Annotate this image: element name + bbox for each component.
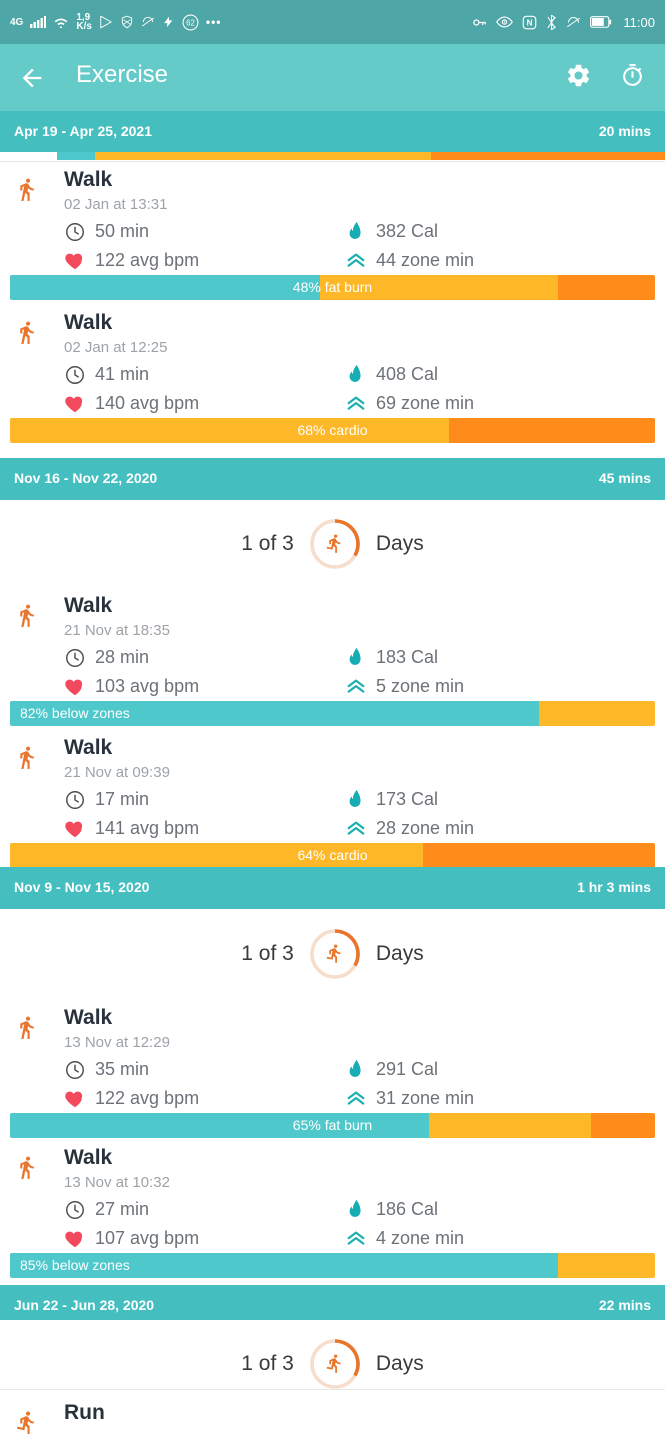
svg-text:62: 62 bbox=[186, 18, 195, 27]
svg-text:N: N bbox=[527, 18, 533, 27]
